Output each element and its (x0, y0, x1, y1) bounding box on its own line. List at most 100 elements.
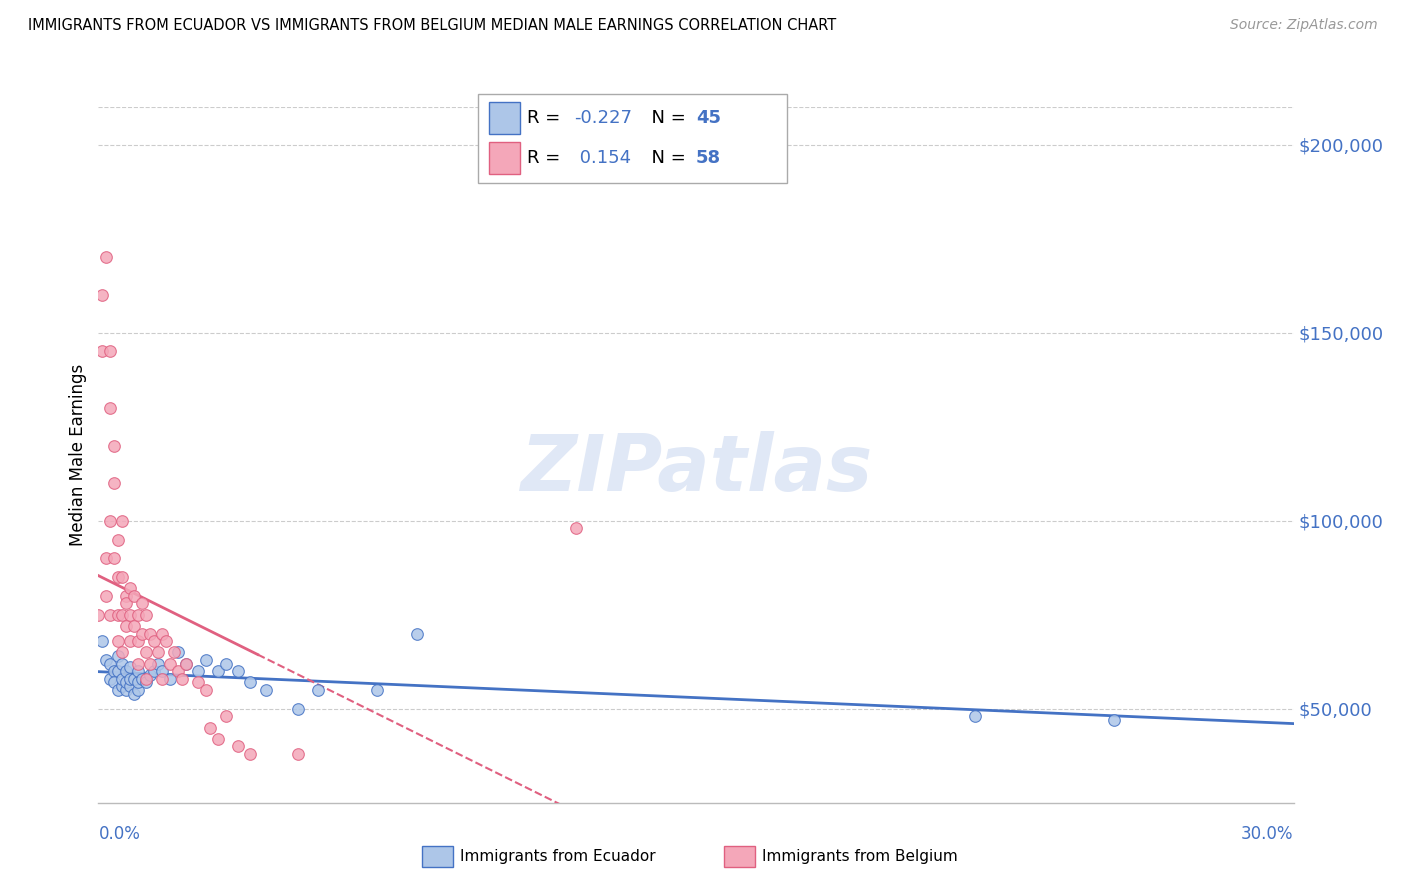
Text: 0.0%: 0.0% (98, 825, 141, 843)
Point (98, 344, 122, 359)
Point (124, 589, 146, 603)
Point (143, 664, 166, 678)
Point (127, 607, 149, 622)
Point (115, 597, 138, 611)
Text: R =: R = (527, 109, 567, 127)
Point (124, 687, 146, 701)
Text: 45: 45 (696, 109, 721, 127)
Text: IMMIGRANTS FROM ECUADOR VS IMMIGRANTS FROM BELGIUM MEDIAN MALE EARNINGS CORRELAT: IMMIGRANTS FROM ECUADOR VS IMMIGRANTS FR… (28, 18, 837, 33)
Point (406, 626, 429, 640)
Point (115, 683, 138, 698)
Point (127, 634, 149, 648)
Point (215, 709, 238, 723)
Point (91, 344, 114, 359)
Point (103, 675, 125, 690)
Point (307, 683, 329, 698)
Text: ZIPatlas: ZIPatlas (520, 431, 872, 507)
Point (139, 626, 162, 640)
Point (124, 672, 146, 686)
Point (135, 675, 157, 690)
Point (96, 551, 118, 566)
Point (287, 702, 309, 716)
Point (127, 657, 149, 671)
Point (148, 645, 170, 659)
Point (215, 657, 238, 671)
Point (98, 672, 122, 686)
Point (226, 664, 249, 678)
Point (111, 514, 134, 528)
Point (159, 672, 181, 686)
Text: N =: N = (640, 109, 692, 127)
Point (103, 438, 125, 452)
Point (127, 664, 149, 678)
Point (98, 514, 122, 528)
Point (107, 634, 129, 648)
Point (91, 634, 114, 648)
Point (148, 657, 170, 671)
Point (103, 664, 125, 678)
Point (111, 607, 134, 622)
Point (96, 589, 118, 603)
Text: Source: ZipAtlas.com: Source: ZipAtlas.com (1230, 18, 1378, 32)
Point (98, 607, 122, 622)
Text: 58: 58 (696, 149, 721, 167)
Point (120, 679, 142, 693)
Point (963, 709, 986, 723)
Text: 30.0%: 30.0% (1241, 825, 1294, 843)
Point (239, 747, 262, 761)
Point (115, 619, 138, 633)
Point (91, 288, 114, 302)
Point (239, 675, 262, 690)
Point (96, 251, 118, 265)
Point (107, 570, 129, 584)
Point (159, 657, 181, 671)
Point (115, 664, 138, 678)
Point (174, 657, 197, 671)
Text: Immigrants from Ecuador: Immigrants from Ecuador (460, 849, 655, 863)
Point (111, 672, 134, 686)
Point (107, 683, 129, 698)
Point (207, 664, 229, 678)
Text: Immigrants from Belgium: Immigrants from Belgium (762, 849, 957, 863)
Point (150, 664, 173, 678)
Point (107, 607, 129, 622)
Point (135, 672, 157, 686)
Point (120, 607, 142, 622)
Point (139, 657, 162, 671)
Point (167, 645, 190, 659)
Point (194, 683, 218, 698)
Point (135, 607, 157, 622)
Point (115, 589, 138, 603)
Text: -0.227: -0.227 (574, 109, 631, 127)
Point (139, 668, 162, 682)
Point (120, 660, 142, 674)
Text: R =: R = (527, 149, 567, 167)
Point (111, 657, 134, 671)
Point (150, 672, 173, 686)
Point (98, 657, 122, 671)
Point (366, 683, 388, 698)
Text: N =: N = (640, 149, 692, 167)
Point (143, 634, 166, 648)
Point (254, 683, 277, 698)
Point (124, 619, 146, 633)
Point (87, 607, 110, 622)
Point (287, 747, 309, 761)
Point (565, 521, 588, 535)
Point (131, 626, 153, 640)
Point (198, 721, 221, 735)
Point (120, 672, 142, 686)
Point (174, 657, 197, 671)
Point (155, 634, 177, 648)
Point (98, 401, 122, 415)
Point (96, 653, 118, 667)
Point (131, 672, 153, 686)
Point (135, 645, 157, 659)
Point (194, 653, 218, 667)
Point (131, 597, 153, 611)
Point (187, 675, 209, 690)
Point (115, 675, 138, 690)
Point (127, 675, 149, 690)
Point (163, 645, 186, 659)
Point (111, 570, 134, 584)
